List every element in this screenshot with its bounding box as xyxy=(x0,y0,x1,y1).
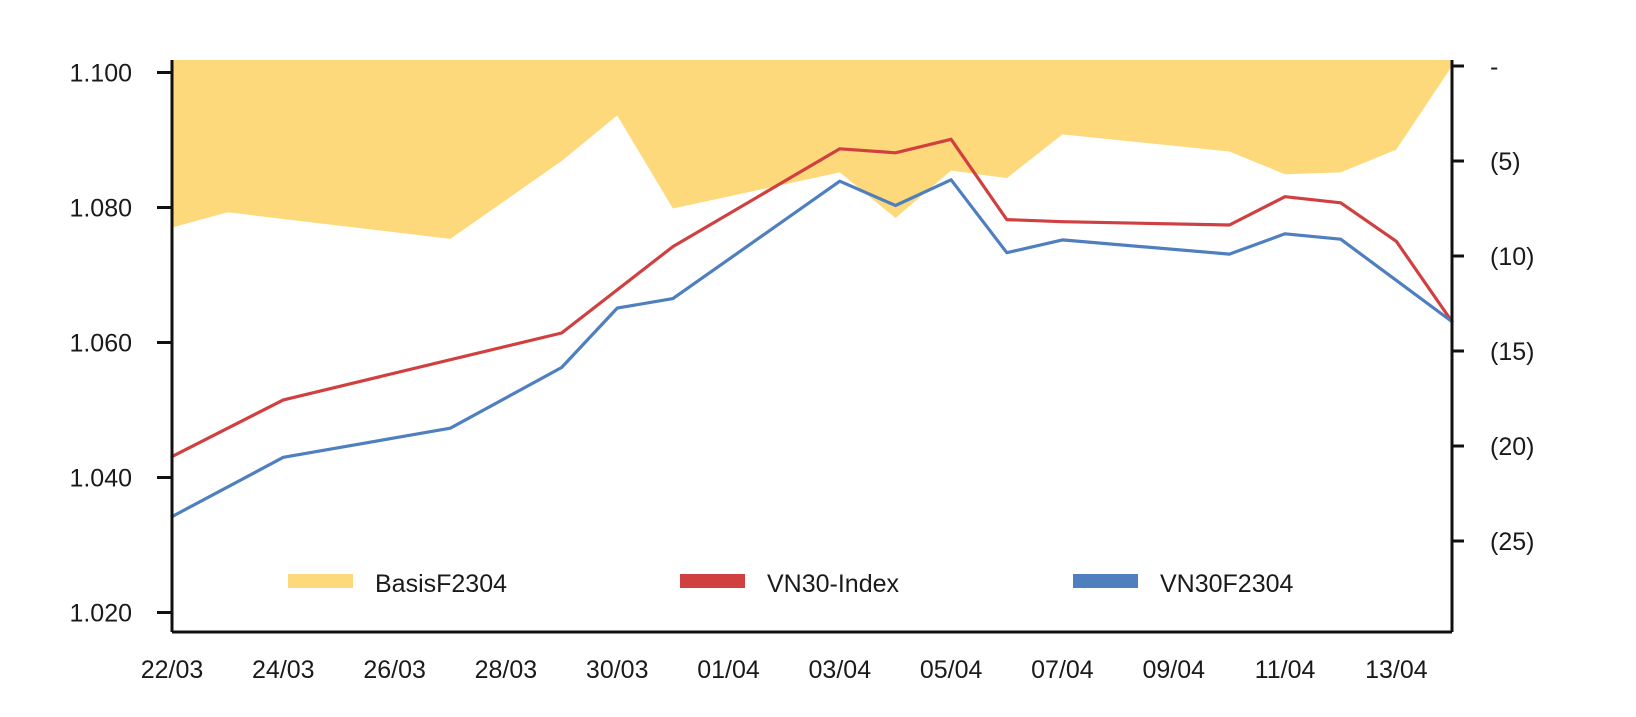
x-tick-label: 05/04 xyxy=(920,656,983,684)
legend: BasisF2304 VN30-Index VN30F2304 xyxy=(288,570,1294,598)
basis-area-layer xyxy=(172,60,1452,239)
x-tick-label: 30/03 xyxy=(586,656,649,684)
legend-swatch xyxy=(288,574,353,588)
right-tick-label: (5) xyxy=(1490,148,1521,176)
x-tick-label: 07/04 xyxy=(1031,656,1094,684)
x-tick-label: 03/04 xyxy=(809,656,872,684)
series-line-vn30-index xyxy=(170,137,1454,459)
x-tick-label: 13/04 xyxy=(1365,656,1428,684)
x-tick-label: 26/03 xyxy=(363,656,426,684)
x-tick-label: 28/03 xyxy=(475,656,538,684)
x-tick-label: 09/04 xyxy=(1142,656,1205,684)
right-tick-label: - xyxy=(1490,53,1498,81)
line-layer xyxy=(170,137,1454,519)
legend-label: VN30F2304 xyxy=(1160,570,1294,598)
x-tick-label: 24/03 xyxy=(252,656,315,684)
left-tick-label: 1.080 xyxy=(69,195,132,223)
series-area-basisf2304 xyxy=(172,60,1452,239)
right-tick-label: (25) xyxy=(1490,528,1534,556)
legend-swatch xyxy=(680,574,745,588)
tick-labels: 1.020 1.040 1.060 1.080 1.100 - (5) (10) (15) (20… xyxy=(69,53,1534,684)
x-tick-label: 01/04 xyxy=(697,656,760,684)
axes xyxy=(157,60,1464,634)
x-tick-label: 22/03 xyxy=(141,656,204,684)
left-tick-label: 1.100 xyxy=(69,60,132,88)
legend-label: BasisF2304 xyxy=(375,570,507,598)
legend-swatch xyxy=(1073,574,1138,588)
left-tick-label: 1.040 xyxy=(69,465,132,493)
x-tick-label: 11/04 xyxy=(1255,656,1316,684)
right-tick-label: (10) xyxy=(1490,243,1534,271)
legend-label: VN30-Index xyxy=(767,570,900,598)
right-tick-label: (20) xyxy=(1490,433,1534,461)
right-tick-label: (15) xyxy=(1490,338,1534,366)
series-line-vn30f2304 xyxy=(170,178,1454,519)
left-tick-label: 1.020 xyxy=(69,600,132,628)
left-tick-label: 1.060 xyxy=(69,330,132,358)
